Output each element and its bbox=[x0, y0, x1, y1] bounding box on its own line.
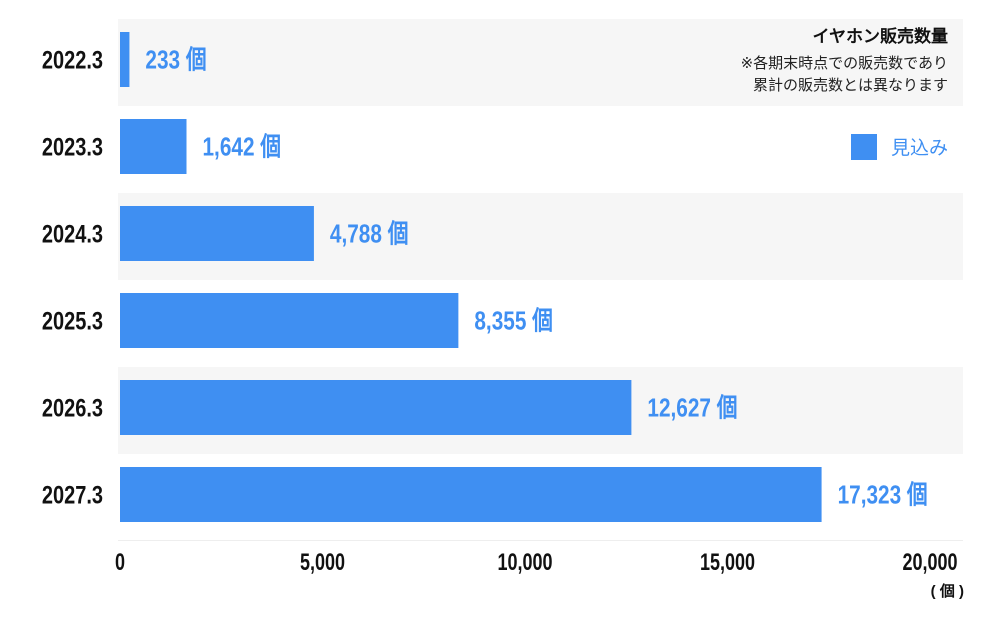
x-tick-label: 20,000 bbox=[902, 550, 957, 576]
data-label: 1,642 個 bbox=[203, 132, 282, 161]
plot-bottom-border bbox=[118, 540, 963, 541]
category-label: 2025.3 bbox=[42, 307, 103, 335]
legend: 見込み bbox=[850, 133, 948, 160]
chart-title: イヤホン販売数量 bbox=[812, 27, 949, 47]
category-label: 2026.3 bbox=[42, 394, 103, 422]
data-label: 8,355 個 bbox=[474, 306, 553, 335]
chart-note: ※各期末時点での販売数であり 累計の販売数とは異なります bbox=[741, 52, 948, 96]
x-tick-label: 5,000 bbox=[300, 550, 345, 576]
bar bbox=[120, 467, 822, 522]
row-band bbox=[118, 19, 963, 106]
row-band bbox=[118, 106, 963, 193]
bar bbox=[120, 293, 459, 348]
data-label: 233 個 bbox=[145, 45, 206, 74]
x-tick-label: 10,000 bbox=[497, 550, 552, 576]
bar bbox=[120, 119, 187, 174]
data-label: 17,323 個 bbox=[838, 480, 928, 509]
data-label: 12,627 個 bbox=[647, 393, 737, 422]
bar bbox=[120, 32, 130, 87]
data-label: 4,788 個 bbox=[330, 219, 409, 248]
x-tick-label: 15,000 bbox=[700, 550, 755, 576]
x-tick-label: 0 bbox=[115, 550, 125, 576]
note-line-1: ※各期末時点での販売数であり bbox=[740, 54, 948, 72]
category-label: 2027.3 bbox=[42, 481, 103, 509]
bar bbox=[120, 380, 632, 435]
category-label: 2022.3 bbox=[42, 46, 103, 74]
x-axis-unit: ( 個 ) bbox=[930, 583, 964, 600]
bar bbox=[120, 206, 314, 261]
note-line-2: 累計の販売数とは異なります bbox=[752, 76, 948, 94]
legend-label: 見込み bbox=[890, 137, 948, 159]
legend-swatch bbox=[850, 133, 877, 160]
category-label: 2024.3 bbox=[42, 220, 103, 248]
category-label: 2023.3 bbox=[42, 133, 103, 161]
